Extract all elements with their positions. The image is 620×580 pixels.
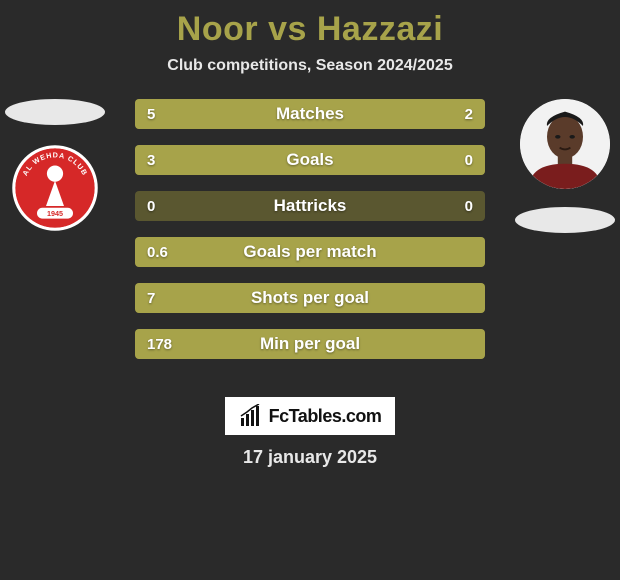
comparison-card: Noor vs Hazzazi Club competitions, Seaso…: [0, 0, 620, 580]
vs-separator: vs: [268, 10, 307, 48]
player-left-column: 1945 AL WEHDA CLUB: [0, 99, 110, 389]
branding-text: FcTables.com: [269, 406, 382, 427]
svg-text:1945: 1945: [47, 209, 63, 218]
stat-row: Shots per goal7: [135, 283, 485, 313]
stat-label: Min per goal: [135, 329, 485, 359]
chart-area: 1945 AL WEHDA CLUB: [0, 99, 620, 389]
date-label: 17 january 2025: [0, 447, 620, 468]
stat-bars: Matches52Goals30Hattricks00Goals per mat…: [135, 99, 485, 375]
player-right-name: Hazzazi: [317, 10, 443, 48]
stat-value-left: 7: [135, 283, 167, 313]
stat-row: Min per goal178: [135, 329, 485, 359]
stat-label: Goals: [135, 145, 485, 175]
stat-row: Goals per match0.6: [135, 237, 485, 267]
stat-label: Matches: [135, 99, 485, 129]
stat-value-left: 178: [135, 329, 184, 359]
club-ellipse-right: [515, 207, 615, 233]
player-right-avatar: [520, 99, 610, 189]
club-crest-left: 1945 AL WEHDA CLUB: [10, 143, 100, 233]
stat-value-left: 0: [135, 191, 167, 221]
branding-badge: FcTables.com: [225, 397, 395, 435]
stat-label: Shots per goal: [135, 283, 485, 313]
player-right-column: [510, 99, 620, 389]
stat-label: Goals per match: [135, 237, 485, 267]
stat-value-right: 0: [453, 145, 485, 175]
stat-label: Hattricks: [135, 191, 485, 221]
stat-row: Hattricks0 0: [135, 191, 485, 221]
stat-value-left: 3: [135, 145, 167, 175]
subtitle: Club competitions, Season 2024/2025: [0, 57, 620, 75]
stat-value-right: 0: [453, 191, 485, 221]
player-left-name: Noor: [177, 10, 258, 48]
club-ellipse-left: [5, 99, 105, 125]
stat-row: Goals3 0: [135, 145, 485, 175]
chart-icon: [239, 404, 263, 428]
stat-row: Matches5 2: [135, 99, 485, 129]
stat-value-left: 0.6: [135, 237, 180, 267]
stat-value-right: 2: [453, 99, 485, 129]
stat-value-left: 5: [135, 99, 167, 129]
page-title: Noor vs Hazzazi: [0, 10, 620, 49]
